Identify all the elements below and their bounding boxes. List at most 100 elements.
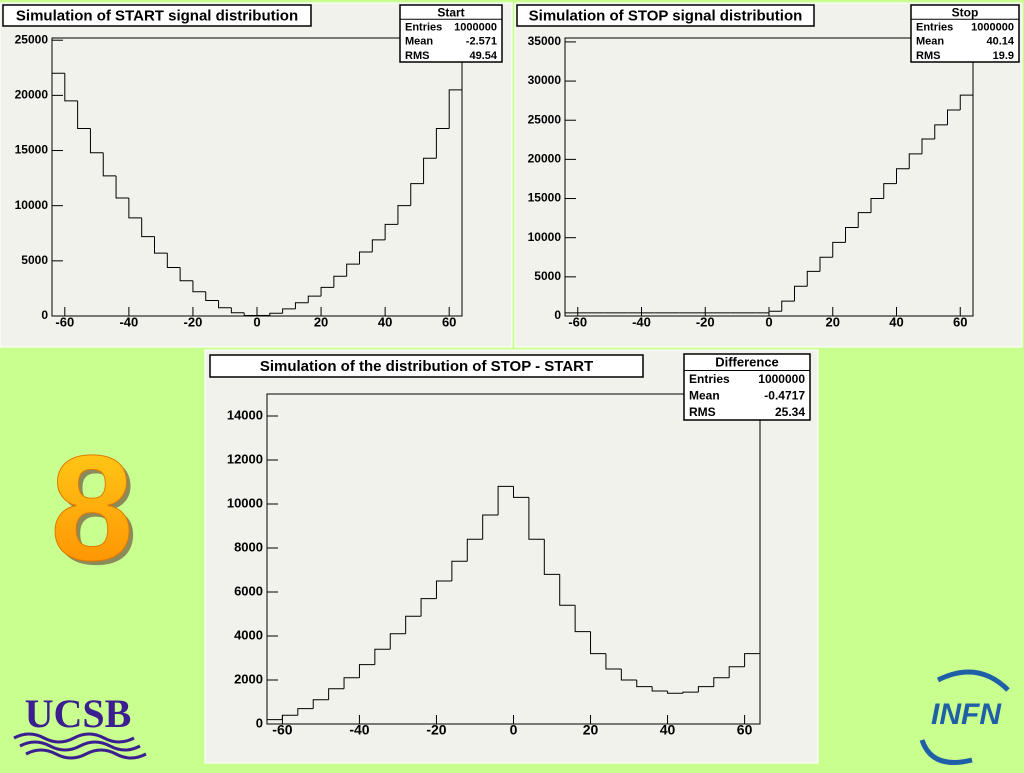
histogram-bin <box>243 312 257 316</box>
chart-title: Simulation of the distribution of STOP -… <box>260 358 593 375</box>
histogram-bin <box>466 538 483 562</box>
chart-title: Simulation of START signal distribution <box>16 7 298 24</box>
histogram-bin <box>230 307 245 314</box>
plot-frame <box>266 393 761 725</box>
stats-box <box>399 4 503 63</box>
histogram-bin <box>744 653 761 724</box>
x-tick-label: -60 <box>55 314 74 329</box>
histogram-bin <box>218 300 232 309</box>
y-tick-label: 15000 <box>528 191 562 205</box>
x-tick-label: -40 <box>349 722 369 738</box>
x-tick-label: 20 <box>826 314 840 329</box>
histogram-bin <box>451 560 468 581</box>
stats-box <box>910 4 1020 63</box>
y-tick-label: 0 <box>41 308 48 322</box>
stats-name: Difference <box>715 355 779 370</box>
histogram-bin <box>307 295 322 303</box>
histogram-bin <box>896 168 910 184</box>
stats-label: Entries <box>916 21 953 33</box>
histogram-bin <box>64 73 78 102</box>
ucsb-wave <box>13 732 135 744</box>
histogram-bin <box>921 138 935 154</box>
slide-number: 8 <box>50 424 133 592</box>
histogram-bin <box>564 312 578 316</box>
histogram-bin <box>154 236 168 254</box>
histogram-bin <box>374 648 391 665</box>
histogram-bin <box>328 688 345 700</box>
histogram-bin <box>179 267 193 282</box>
stats-value: 25.34 <box>775 405 805 419</box>
x-tick-label: 60 <box>737 722 753 738</box>
stats-value: 1000000 <box>454 21 497 33</box>
histogram-bin <box>620 669 637 681</box>
histogram-bin <box>513 486 529 498</box>
histogram-bin <box>819 256 833 272</box>
x-tick-label: -60 <box>568 314 587 329</box>
histogram-bin <box>281 714 298 720</box>
y-tick-label: 10000 <box>528 230 562 244</box>
histogram-bin <box>651 686 668 692</box>
histogram-bin <box>605 653 622 670</box>
chart-title: Simulation of STOP signal distribution <box>529 7 803 24</box>
stats-box <box>683 353 811 421</box>
y-tick-label: 10000 <box>15 198 49 212</box>
chart: -60 -40 -20 0 20 40 60 0 5000 10000 15000 20000 2500… <box>514 2 1023 348</box>
x-tick-label: -40 <box>119 314 138 329</box>
histogram-bin <box>115 175 129 199</box>
histogram-bin <box>845 227 859 243</box>
ucsb-wave <box>19 740 141 752</box>
stats-label: Mean <box>916 36 944 48</box>
histogram-bin <box>166 253 181 268</box>
stats-name: Stop <box>952 5 979 19</box>
stats-value: 1000000 <box>758 372 805 386</box>
histogram-bin <box>667 691 683 694</box>
stats-label: Mean <box>689 388 720 402</box>
x-tick-label: 40 <box>378 314 392 329</box>
histogram-bin <box>482 514 499 540</box>
histogram-bin <box>282 308 296 314</box>
histogram-bin <box>870 198 884 213</box>
histogram-bin <box>51 72 65 316</box>
histogram-bin <box>269 312 283 316</box>
y-tick-label: 2000 <box>234 671 263 686</box>
slide-number-shadow: 8 <box>54 428 137 596</box>
stats-label: RMS <box>916 50 940 62</box>
title-box <box>209 354 644 378</box>
histogram-bin <box>89 128 104 154</box>
title-box <box>516 4 815 27</box>
histogram-bin <box>435 127 450 159</box>
histogram-bin <box>934 124 948 140</box>
x-tick-label: -40 <box>632 314 651 329</box>
infn-text: INFN <box>931 698 1002 731</box>
y-tick-label: 10000 <box>227 495 263 510</box>
histogram-bin <box>682 691 699 694</box>
histogram-bin <box>77 100 91 129</box>
stats-label: Entries <box>689 372 730 386</box>
ucsb-text: UCSB <box>25 691 132 736</box>
y-tick-label: 25000 <box>15 32 49 46</box>
histogram-bin <box>384 223 398 240</box>
histogram-bin <box>389 633 406 650</box>
x-tick-label: 40 <box>660 722 676 738</box>
y-tick-label: 35000 <box>528 34 562 48</box>
histogram-bin <box>320 286 334 297</box>
stats-label: Mean <box>405 36 433 48</box>
stats-label: RMS <box>689 405 716 419</box>
plot-frame <box>564 37 974 317</box>
histogram-bin <box>405 615 422 634</box>
y-tick-label: 30000 <box>528 73 562 87</box>
histogram-bin <box>102 152 117 177</box>
x-tick-label: -60 <box>272 722 292 738</box>
histogram-bin <box>528 497 545 540</box>
y-tick-label: 14000 <box>227 407 263 422</box>
histogram-bin <box>410 183 424 206</box>
y-tick-label: 4000 <box>234 627 263 642</box>
histogram-bin <box>947 109 961 125</box>
y-tick-label: 15000 <box>15 143 49 157</box>
histogram-bin <box>346 263 360 277</box>
histogram-bin <box>781 300 795 312</box>
x-tick-label: 0 <box>510 722 518 738</box>
histogram-bin <box>205 291 219 302</box>
histogram-bin <box>266 719 283 724</box>
histogram-bin <box>543 539 560 575</box>
